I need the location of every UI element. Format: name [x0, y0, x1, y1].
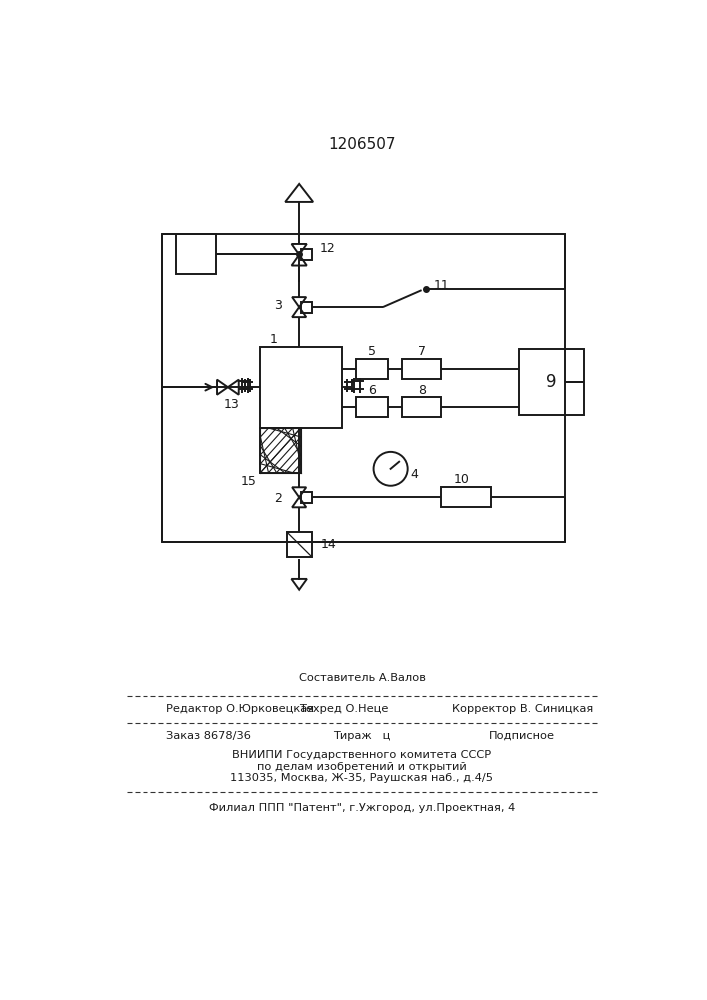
Bar	[300, 492, 312, 503]
Text: Редактор О.Юрковецкая: Редактор О.Юрковецкая	[166, 704, 314, 714]
Text: Подписное: Подписное	[489, 731, 556, 741]
Bar	[402, 359, 441, 379]
Bar	[287, 532, 312, 557]
Bar	[356, 359, 388, 379]
Text: 1: 1	[270, 333, 278, 346]
Text: Техред О.Неце: Техред О.Неце	[300, 704, 389, 714]
Text: Филиал ППП "Патент", г.Ужгород, ул.Проектная, 4: Филиал ППП "Патент", г.Ужгород, ул.Проек…	[209, 803, 515, 813]
Bar	[176, 234, 216, 274]
Text: Составитель А.Валов: Составитель А.Валов	[298, 673, 426, 683]
Bar	[300, 302, 312, 312]
Text: 13: 13	[224, 398, 240, 411]
Text: 9: 9	[546, 373, 556, 391]
Text: 3: 3	[274, 299, 282, 312]
Text: ВНИИПИ Государственного комитета СССР: ВНИИПИ Государственного комитета СССР	[233, 750, 491, 760]
Text: 7: 7	[418, 345, 426, 358]
Text: 113035, Москва, Ж-35, Раушская наб., д.4/5: 113035, Москва, Ж-35, Раушская наб., д.4…	[230, 773, 493, 783]
Text: Заказ 8678/36: Заказ 8678/36	[166, 731, 251, 741]
Text: 6: 6	[368, 384, 376, 397]
Bar	[162, 234, 565, 542]
Bar	[402, 397, 441, 417]
Text: 5: 5	[368, 345, 376, 358]
Text: 2: 2	[274, 492, 282, 505]
Bar	[300, 249, 312, 260]
Text: 11: 11	[433, 279, 449, 292]
Text: 15: 15	[240, 475, 257, 488]
Bar	[441, 487, 491, 507]
Text: Корректор В. Синицкая: Корректор В. Синицкая	[452, 704, 593, 714]
Text: 14: 14	[321, 538, 337, 551]
Text: 1206507: 1206507	[328, 137, 396, 152]
Text: 4: 4	[411, 468, 419, 481]
Bar	[518, 349, 585, 415]
Text: 12: 12	[320, 242, 335, 255]
Text: 10: 10	[454, 473, 470, 486]
Bar	[260, 428, 300, 473]
Text: Тираж   ц: Тираж ц	[333, 731, 391, 741]
Text: 8: 8	[418, 384, 426, 397]
Bar	[356, 397, 388, 417]
Bar	[260, 347, 341, 428]
Text: по делам изобретений и открытий: по делам изобретений и открытий	[257, 762, 467, 772]
